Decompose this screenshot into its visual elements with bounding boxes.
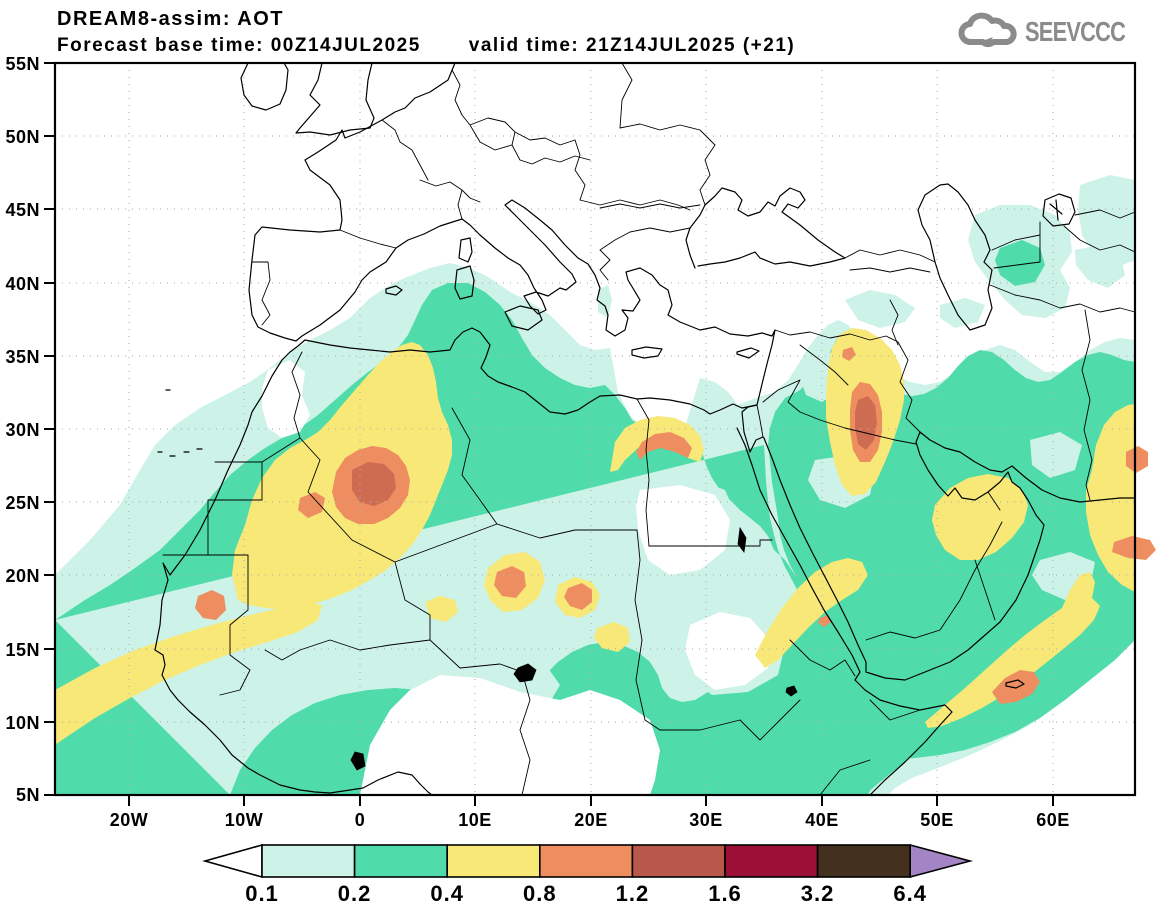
colorbar-seg-1p6	[724, 844, 819, 878]
coast-britain	[295, 62, 375, 136]
island-mallorca	[385, 285, 403, 296]
island-corsica	[458, 237, 473, 263]
colorbar-arrow-over	[909, 843, 974, 879]
map-header: DREAM8-assim: AOT Forecast base time: 00…	[57, 8, 795, 57]
colorbar-seg-0p1	[261, 844, 356, 878]
coast-ireland	[240, 62, 289, 111]
colorbar-label: 1.2	[616, 881, 650, 905]
lake-tana	[785, 685, 798, 697]
logo-text: SEEVCCC	[1024, 16, 1126, 47]
lat-label: 35N	[5, 347, 40, 367]
graticule-grid	[55, 63, 1135, 795]
lon-label: 50E	[920, 810, 954, 830]
lon-label: 20W	[110, 810, 149, 830]
cyan-holes-white	[262, 360, 770, 795]
lon-label: 30E	[689, 810, 723, 830]
coastlines	[154, 62, 1136, 796]
colorbar-seg-0p8	[538, 844, 634, 878]
contour-level-1p2	[352, 396, 877, 506]
colorbar-label: 3.2	[801, 881, 835, 905]
lat-label: 55N	[5, 54, 40, 74]
lat-tick-marks	[44, 62, 55, 796]
coast-aral-sea	[1042, 193, 1076, 227]
lon-label: 40E	[805, 810, 839, 830]
coast-black-sea	[685, 187, 846, 269]
lon-tick-labels: 20W 10W 0 10E 20E 30E 40E 50E 60E	[110, 810, 1070, 830]
colorbar-labels: 0.1 0.2 0.4 0.8 1.2 1.6 3.2 6.4	[245, 881, 927, 905]
seevccc-logo: SEEVCCC	[957, 12, 1153, 52]
colorbar-label: 6.4	[893, 881, 927, 905]
time-line: Forecast base time: 00Z14JUL2025 valid ti…	[57, 35, 795, 57]
coast-nile-delta-africa	[154, 327, 758, 796]
page-title: DREAM8-assim: AOT	[57, 8, 285, 30]
lon-label: 0	[355, 810, 366, 830]
valid-time-label: valid time: 21Z14JUL2025 (+21)	[468, 35, 796, 56]
colorbar-seg-3p2	[816, 844, 911, 878]
lat-label: 10N	[5, 713, 40, 733]
colorbar-arrow-under	[202, 843, 263, 879]
colorbar-label: 1.6	[708, 881, 742, 905]
lon-label: 10W	[225, 810, 264, 830]
coast-caspian-sea	[917, 183, 993, 331]
map-frame-group: 55N 50N 45N 40N 35N 30N 25N 20N 15N 10N …	[5, 54, 1137, 830]
lon-label: 20E	[574, 810, 608, 830]
lakes	[350, 526, 798, 771]
colorbar-seg-0p4	[446, 844, 541, 878]
lat-label: 20N	[5, 566, 40, 586]
lat-label: 40N	[5, 274, 40, 294]
lat-label: 25N	[5, 493, 40, 513]
coast-europe-africa-mainland	[248, 62, 1136, 681]
island-crete	[631, 346, 663, 359]
lon-label: 10E	[458, 810, 492, 830]
colorbar-label: 0.4	[430, 881, 464, 905]
colorbar-label: 0.8	[523, 881, 557, 905]
island-sicily	[504, 305, 543, 331]
contour-fill-layers	[55, 175, 1156, 795]
island-socotra	[1005, 679, 1025, 689]
cloud-arrow-icon	[958, 12, 1017, 48]
islands-canary	[157, 389, 203, 457]
colorbar: 0.1 0.2 0.4 0.8 1.2 1.6 3.2 6.4	[202, 843, 974, 905]
lat-label: 50N	[5, 127, 40, 147]
colorbar-label: 0.1	[245, 881, 279, 905]
colorbar-seg-0p2	[353, 844, 449, 878]
coast-red-sea-africa-somalia	[736, 427, 953, 796]
island-cyprus	[736, 347, 760, 359]
lon-label: 60E	[1036, 810, 1070, 830]
country-borders	[162, 62, 1136, 796]
lake-volta	[350, 751, 366, 771]
colorbar-label: 0.2	[338, 881, 372, 905]
colorbar-seg-1p2	[631, 844, 726, 878]
lat-tick-labels: 55N 50N 45N 40N 35N 30N 25N 20N 15N 10N …	[5, 54, 40, 805]
base-time-label: Forecast base time: 00Z14JUL2025	[57, 35, 421, 56]
lon-tick-marks	[128, 795, 1054, 806]
lat-label: 30N	[5, 420, 40, 440]
lat-label: 45N	[5, 200, 40, 220]
lake-chad	[513, 663, 537, 683]
lat-label: 5N	[16, 785, 40, 805]
lat-label: 15N	[5, 640, 40, 660]
island-sardinia	[454, 265, 475, 300]
